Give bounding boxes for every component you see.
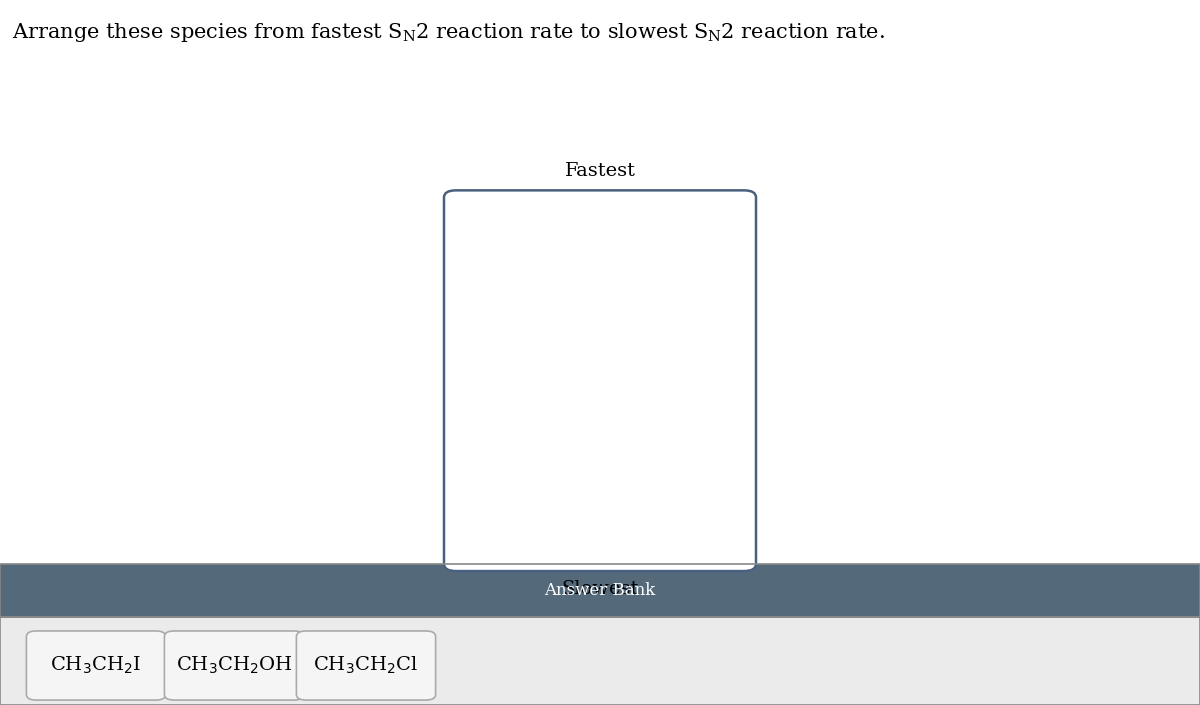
FancyBboxPatch shape (296, 631, 436, 700)
Bar (0, 616, 1200, 618)
Text: Answer Bank: Answer Bank (545, 582, 655, 599)
Text: Fastest: Fastest (564, 161, 636, 180)
Text: Arrange these species from fastest $\mathregular{S_N}$2 reaction rate to slowest: Arrange these species from fastest $\mat… (12, 21, 884, 44)
Bar (0, 564, 1200, 705)
Text: CH$_3$CH$_2$Cl: CH$_3$CH$_2$Cl (313, 655, 419, 676)
Text: Slowest: Slowest (562, 580, 638, 598)
FancyBboxPatch shape (444, 190, 756, 571)
FancyBboxPatch shape (26, 631, 166, 700)
FancyBboxPatch shape (164, 631, 304, 700)
Text: CH$_3$CH$_2$I: CH$_3$CH$_2$I (50, 655, 142, 676)
Bar (0, 564, 1200, 617)
Text: CH$_3$CH$_2$OH: CH$_3$CH$_2$OH (175, 655, 293, 676)
Bar (0, 617, 1200, 705)
